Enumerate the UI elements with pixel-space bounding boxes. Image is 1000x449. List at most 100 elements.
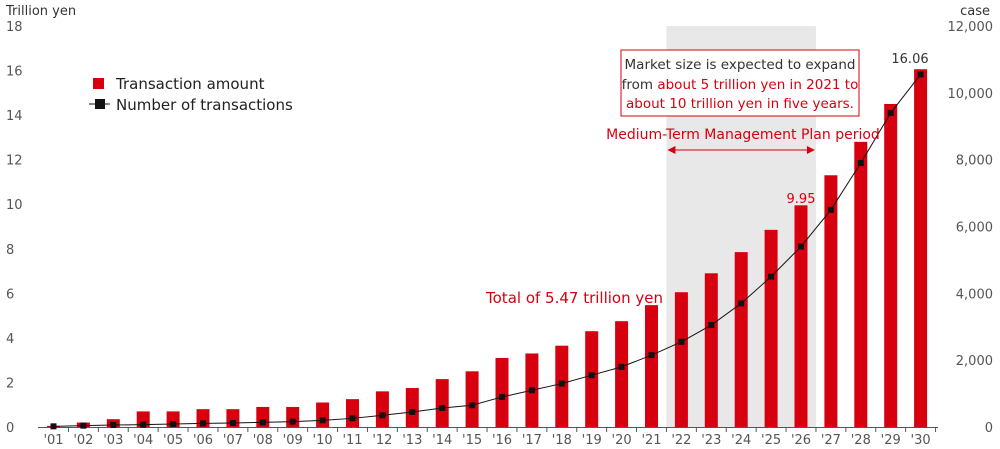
legend-line-label: Number of transactions xyxy=(116,96,293,114)
bar-22 xyxy=(674,292,688,427)
y-left-tick-label: 8 xyxy=(6,243,14,258)
y-right-tick-label: 12,000 xyxy=(948,20,994,35)
x-tick-label: '20 xyxy=(612,433,632,448)
x-tick-label: '12 xyxy=(372,433,392,448)
line-point-25 xyxy=(768,273,775,280)
line-point-12 xyxy=(379,412,386,419)
bar-14 xyxy=(435,379,449,427)
line-point-20 xyxy=(618,363,625,370)
line-point-02 xyxy=(80,422,87,429)
x-tick-label: '23 xyxy=(701,433,721,448)
plan-period-label: Medium-Term Management Plan period xyxy=(606,127,880,143)
x-tick-label: '09 xyxy=(283,433,303,448)
bar-04 xyxy=(136,411,150,427)
transactions-line xyxy=(53,74,921,427)
line-point-23 xyxy=(708,322,715,329)
bar-15 xyxy=(465,371,479,427)
line-point-11 xyxy=(349,415,356,422)
y-left-tick-label: 2 xyxy=(6,376,14,391)
total-2021-label: Total of 5.47 trillion yen xyxy=(485,289,663,307)
bar-11 xyxy=(346,399,359,427)
bar-28 xyxy=(854,141,868,427)
x-tick-label: '25 xyxy=(761,433,781,448)
callout-line-2: from about 5 trillion yen in 2021 to xyxy=(622,77,859,93)
line-point-19 xyxy=(588,372,595,379)
line-point-01 xyxy=(50,423,57,430)
line-point-24 xyxy=(738,300,745,307)
line-point-07 xyxy=(229,419,236,426)
bar-16 xyxy=(495,357,509,427)
bar-13 xyxy=(405,388,419,427)
x-tick-label: '01 xyxy=(43,433,63,448)
line-point-18 xyxy=(558,380,565,387)
line-point-16 xyxy=(499,393,505,400)
bar-21 xyxy=(645,305,658,427)
plan-period-arrow-left-head xyxy=(667,146,676,154)
y-right-tick-label: 2,000 xyxy=(956,354,993,369)
line-point-10 xyxy=(319,417,326,424)
line-point-17 xyxy=(528,387,535,394)
x-tick-label: '21 xyxy=(641,433,661,448)
y-right-ticks-group: 0 2,000 4,000 6,000 8,000 10,000 12,000 xyxy=(948,20,994,436)
y-left-tick-label: 16 xyxy=(6,65,23,80)
line-point-14 xyxy=(439,404,446,411)
x-tick-label: '03 xyxy=(103,433,123,448)
x-tick-label: '13 xyxy=(402,433,422,448)
y-right-tick-label: 4,000 xyxy=(956,287,993,302)
x-tick-label: '22 xyxy=(671,433,691,448)
y-left-tick-label: 10 xyxy=(6,198,23,213)
x-tick-label: '24 xyxy=(731,433,751,448)
x-tick-label: '18 xyxy=(552,433,572,448)
line-point-13 xyxy=(409,408,416,415)
callout-line-3: about 10 trillion yen in five years. xyxy=(626,96,854,112)
line-point-06 xyxy=(200,420,206,427)
bar-30 xyxy=(914,69,928,428)
x-tick-label: '30 xyxy=(911,433,931,448)
line-point-04 xyxy=(140,421,147,428)
x-tick-label: '27 xyxy=(821,433,841,448)
line-point-15 xyxy=(469,402,476,409)
x-tick-label: '28 xyxy=(851,433,871,448)
x-tick-label: '07 xyxy=(223,433,243,448)
x-tick-label: '06 xyxy=(193,433,213,448)
x-tick-label: '08 xyxy=(253,433,273,448)
x-tick-label: '02 xyxy=(73,433,93,448)
x-tick-label: '11 xyxy=(342,433,362,448)
line-point-28 xyxy=(857,160,864,167)
bar-19 xyxy=(585,331,599,427)
plan-period-arrow-right-head xyxy=(806,146,815,154)
line-point-08 xyxy=(259,419,266,426)
y-right-tick-label: 6,000 xyxy=(956,221,993,236)
bars-group xyxy=(47,69,928,428)
y-left-ticks-group: 0 2 4 6 8 10 12 14 16 18 xyxy=(6,20,23,436)
callout-line-1: Market size is expected to expand xyxy=(625,57,856,73)
y-left-tick-label: 14 xyxy=(6,109,23,124)
line-point-05 xyxy=(170,420,177,427)
x-tick-label: '26 xyxy=(791,433,811,448)
y-right-tick-label: 8,000 xyxy=(956,154,993,169)
x-tick-label: '29 xyxy=(881,433,901,448)
x-ticks-group: '01 '02 '03 '04 '05 '06 '07 '08 '09 '10 '11 '12 '13 '… xyxy=(43,427,937,448)
bar-05 xyxy=(166,411,180,427)
x-tick-label: '04 xyxy=(133,433,153,448)
x-tick-label: '19 xyxy=(582,433,602,448)
line-point-22 xyxy=(678,338,685,345)
bar-06 xyxy=(196,409,210,427)
bar-24 xyxy=(734,252,748,427)
legend-bar-label: Transaction amount xyxy=(115,75,265,93)
bar-29 xyxy=(884,103,898,427)
value-label-26: 9.95 xyxy=(787,192,816,207)
bar-26 xyxy=(794,205,808,427)
x-tick-label: '16 xyxy=(492,433,512,448)
line-point-26 xyxy=(798,243,804,250)
x-tick-label: '14 xyxy=(432,433,452,448)
y-right-unit: case xyxy=(960,4,990,19)
bar-20 xyxy=(615,321,629,427)
x-tick-label: '05 xyxy=(163,433,183,448)
line-point-03 xyxy=(110,421,117,428)
bar-10 xyxy=(316,402,330,427)
transactions-points-group xyxy=(50,71,924,430)
x-tick-label: '17 xyxy=(522,433,542,448)
y-left-tick-label: 12 xyxy=(6,154,23,169)
